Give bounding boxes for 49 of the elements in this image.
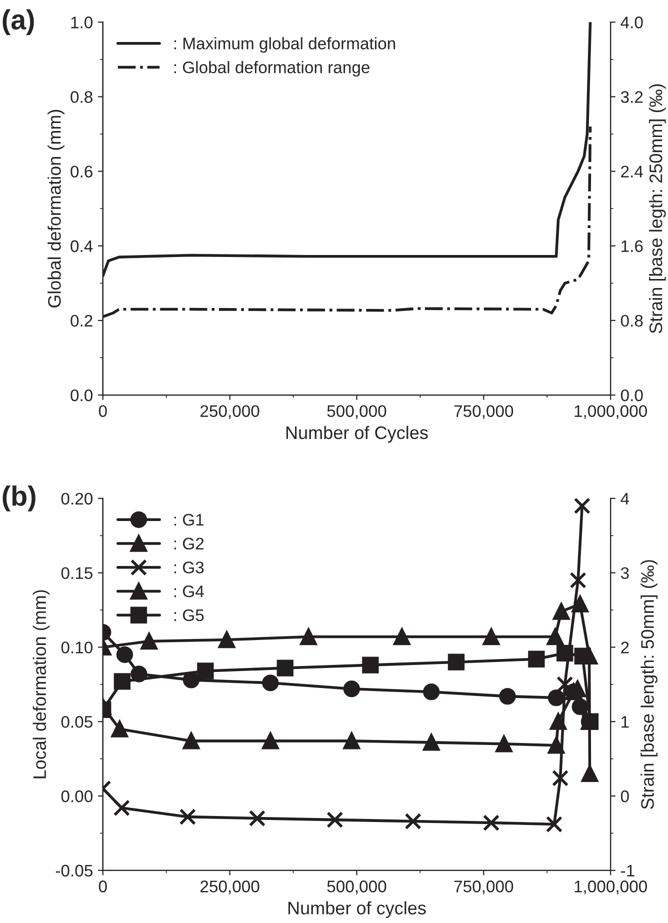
legend-label: : Maximum global deformation bbox=[174, 37, 396, 53]
chart-title: (a) bbox=[2, 9, 34, 36]
y2-tick-label: -1 bbox=[621, 864, 634, 876]
y-tick-label: -0.05 bbox=[56, 864, 92, 877]
y-tick-label: 0.0 bbox=[70, 389, 92, 402]
y2-tick-label: 0.8 bbox=[620, 314, 643, 327]
y-tick-label: 0.00 bbox=[61, 790, 92, 802]
x-tick-label: 0 bbox=[98, 880, 107, 892]
y2-tick-label: 0 bbox=[620, 790, 629, 802]
legend-label: : G5 bbox=[174, 609, 204, 622]
legend-label: : G3 bbox=[174, 562, 204, 574]
x-tick-label: 1,000,000 bbox=[574, 880, 647, 894]
y-tick-label: 1.0 bbox=[71, 16, 92, 28]
x-tick-label: 250,000 bbox=[200, 880, 260, 894]
y-tick-label: 0.20 bbox=[61, 492, 92, 505]
y2-tick-label: 3.2 bbox=[620, 91, 643, 103]
y-tick-label: 0.6 bbox=[70, 166, 92, 178]
x-tick-label: 250,000 bbox=[200, 405, 260, 419]
y2-axis-title: Strain [base legth: 250mm] (‰) bbox=[648, 84, 666, 334]
legend-label: : G1 bbox=[174, 514, 204, 526]
y2-tick-label: 0.0 bbox=[620, 389, 643, 402]
y-tick-label: 0.2 bbox=[70, 314, 92, 327]
x-axis-title: Number of cycles bbox=[288, 901, 426, 918]
y2-tick-label: 2 bbox=[621, 642, 629, 654]
y2-tick-label: 3 bbox=[620, 567, 629, 580]
legend-label: : G2 bbox=[174, 538, 204, 550]
y-tick-label: 0.15 bbox=[61, 567, 92, 580]
y2-tick-label: 4 bbox=[620, 492, 630, 504]
y-tick-label: 0.05 bbox=[61, 716, 92, 728]
y2-tick-label: 1 bbox=[622, 716, 629, 728]
y-tick-label: 0.4 bbox=[70, 240, 93, 252]
legend-label: : G4 bbox=[174, 585, 204, 598]
x-tick-label: 500,000 bbox=[327, 405, 386, 419]
x-tick-label: 750,000 bbox=[454, 405, 514, 419]
x-axis-title: Number of Cycles bbox=[286, 426, 428, 443]
x-tick-label: 1,000,000 bbox=[574, 405, 647, 419]
x-tick-label: 500,000 bbox=[327, 880, 386, 894]
y-tick-label: 0.10 bbox=[61, 642, 92, 654]
y-tick-label: 0.8 bbox=[70, 91, 92, 103]
x-tick-label: 750,000 bbox=[454, 880, 514, 894]
y2-tick-label: 1.6 bbox=[622, 240, 643, 252]
chart-title: (b) bbox=[2, 485, 36, 512]
y2-tick-label: 4.0 bbox=[620, 16, 643, 28]
legend-label: : Global deformation range bbox=[174, 61, 370, 77]
y-axis-title: Local deformation (mm) bbox=[32, 590, 50, 778]
x-tick-label: 0 bbox=[98, 405, 107, 418]
y2-tick-label: 2.4 bbox=[621, 166, 643, 178]
y-axis-title: Global deformation (mm) bbox=[48, 110, 64, 308]
y2-axis-title: Strain [base length: 50mm] (‰) bbox=[640, 560, 658, 810]
